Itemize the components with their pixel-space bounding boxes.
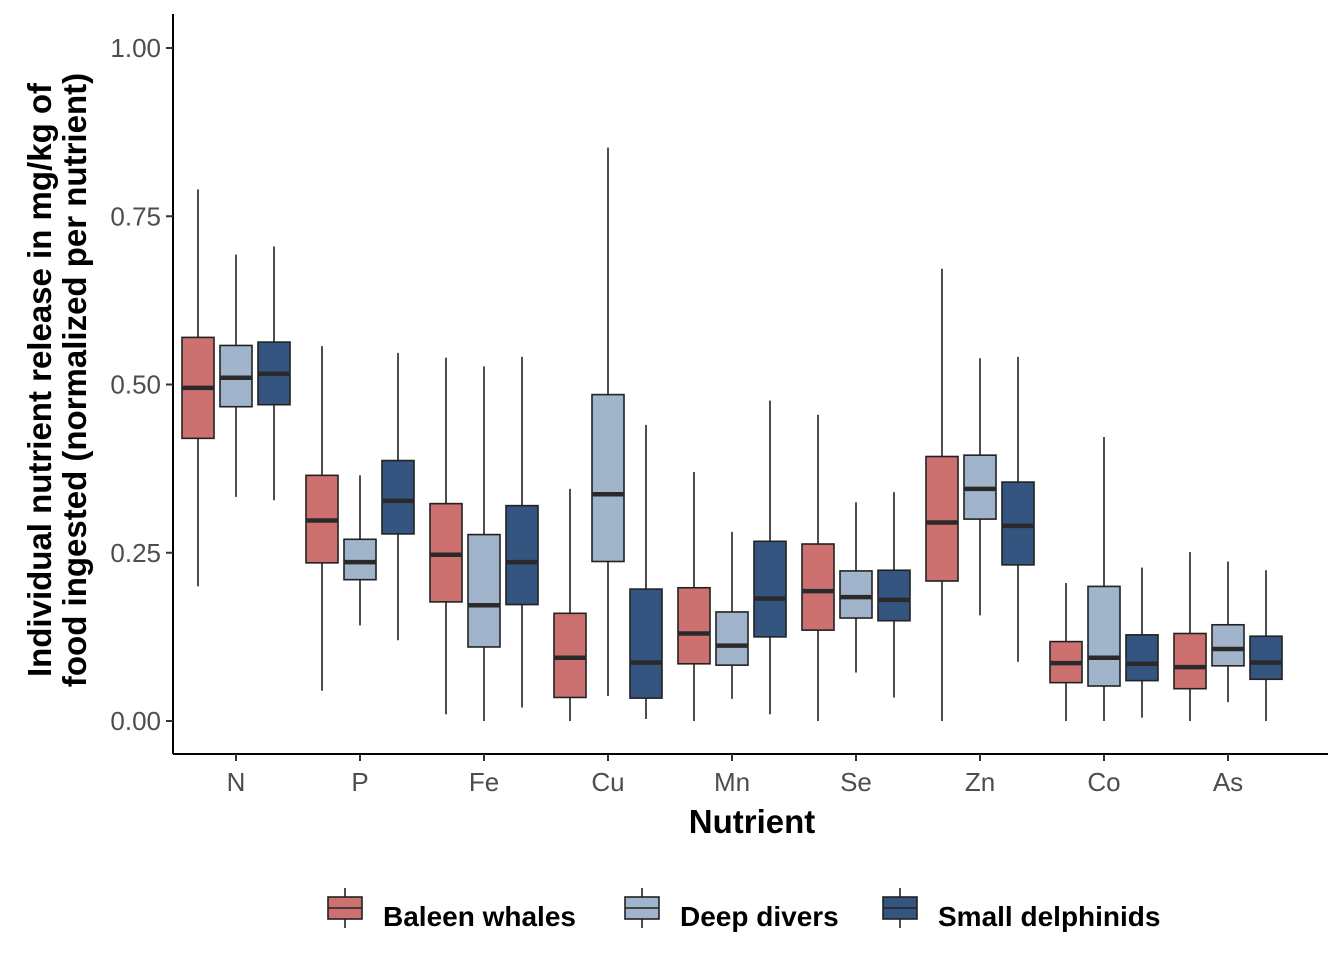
box — [505, 504, 539, 606]
category-group-N — [181, 189, 291, 587]
y-tick-label: 1.00 — [110, 33, 161, 63]
box — [753, 540, 787, 638]
legend-label: Small delphinids — [938, 901, 1160, 932]
category-group-Fe — [429, 356, 539, 721]
box — [343, 538, 377, 581]
box-groups — [181, 147, 1283, 721]
axes: 0.00 0.25 0.50 0.75 1.00 N P Fe Cu Mn Se Zn Co As — [110, 14, 1328, 797]
y-axis-title: Individual nutrient release in mg/kg of … — [21, 73, 93, 687]
box — [1173, 632, 1207, 690]
x-tick-label: Se — [840, 767, 872, 797]
legend-item: Small delphinids — [882, 888, 1160, 932]
box — [1087, 585, 1121, 687]
box — [467, 533, 501, 648]
box — [925, 455, 959, 582]
legend: Baleen whales Deep divers Small delphinids — [327, 888, 1160, 932]
legend-item: Deep divers — [624, 888, 839, 932]
box — [381, 459, 415, 535]
category-group-Zn — [925, 268, 1035, 721]
x-tick-label: P — [351, 767, 368, 797]
x-axis-title: Nutrient — [689, 803, 816, 840]
x-tick-label: As — [1213, 767, 1243, 797]
box — [1211, 623, 1245, 667]
y-tick-label: 0.25 — [110, 538, 161, 568]
x-ticks: N P Fe Cu Mn Se Zn Co As — [227, 754, 1243, 797]
legend-label: Deep divers — [680, 901, 839, 932]
y-axis-title-line-1: Individual nutrient release in mg/kg of — [21, 82, 58, 677]
y-tick-label: 0.75 — [110, 201, 161, 231]
box — [629, 588, 663, 699]
box — [715, 611, 749, 666]
box — [591, 393, 625, 563]
y-ticks: 0.00 0.25 0.50 0.75 1.00 — [110, 33, 173, 736]
x-tick-label: Co — [1087, 767, 1120, 797]
x-tick-label: Zn — [965, 767, 995, 797]
y-tick-label: 0.00 — [110, 706, 161, 736]
box — [839, 570, 873, 619]
box — [801, 543, 835, 631]
category-group-P — [305, 346, 415, 691]
category-group-Se — [801, 414, 911, 721]
box — [1001, 481, 1035, 566]
box — [1249, 635, 1283, 681]
y-axis-title-line-2: food ingested (normalized per nutrient) — [56, 73, 93, 687]
x-tick-label: Fe — [469, 767, 499, 797]
category-group-As — [1173, 552, 1283, 721]
box — [877, 569, 911, 622]
x-tick-label: Cu — [591, 767, 624, 797]
category-group-Cu — [553, 147, 663, 721]
y-tick-label: 0.50 — [110, 370, 161, 400]
category-group-Mn — [677, 400, 787, 721]
x-tick-label: N — [227, 767, 246, 797]
category-group-Co — [1049, 436, 1159, 721]
box — [677, 586, 711, 665]
box — [1125, 634, 1159, 682]
x-tick-label: Mn — [714, 767, 750, 797]
box — [553, 612, 587, 699]
legend-item: Baleen whales — [327, 888, 576, 932]
legend-label: Baleen whales — [383, 901, 576, 932]
